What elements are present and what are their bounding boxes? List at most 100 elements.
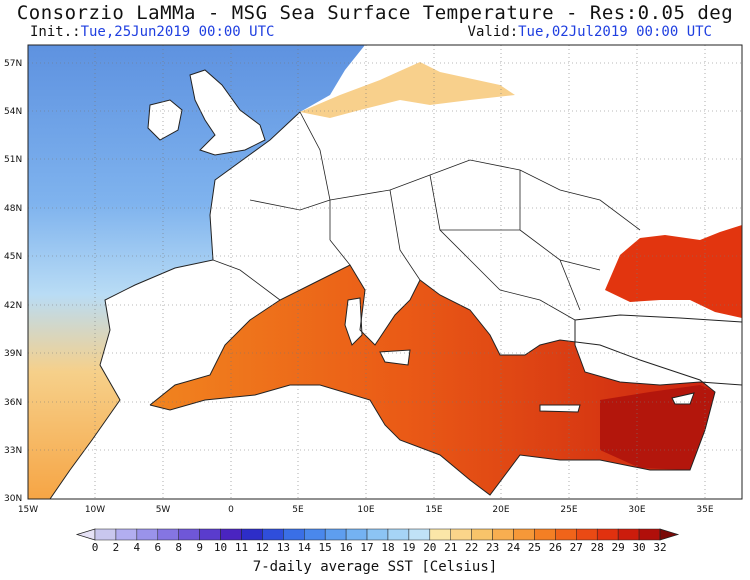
lon-tick: 10W — [85, 505, 105, 515]
colorbar-tick: 6 — [154, 541, 161, 554]
colorbar-swatch — [617, 528, 640, 541]
sicily — [379, 349, 411, 366]
colorbar-tick: 12 — [256, 541, 269, 554]
crete — [539, 404, 581, 413]
colorbar-tick: 10 — [214, 541, 227, 554]
colorbar-swatch — [345, 528, 368, 541]
lat-tick: 33N — [4, 446, 22, 456]
lon-tick: 35E — [696, 505, 713, 515]
colorbar-swatch — [366, 528, 389, 541]
colorbar-swatch — [471, 528, 493, 541]
atlantic-ocean — [28, 45, 365, 499]
colorbar: 0 2 4 6 8 9 10 11 12 13 14 15 16 17 18 19 20 21 22 23 24 25 26… — [75, 528, 680, 554]
lon-tick: 0 — [228, 505, 234, 515]
colorbar-swatch — [241, 528, 263, 541]
colorbar-swatch — [157, 528, 179, 541]
colorbar-tick: 0 — [92, 541, 99, 554]
colorbar-tick: 19 — [402, 541, 415, 554]
colorbar-tick: 24 — [507, 541, 521, 554]
lon-tick: 20E — [492, 505, 509, 515]
lon-tick: 10E — [357, 505, 374, 515]
colorbar-tick: 8 — [175, 541, 182, 554]
colorbar-tick: 17 — [360, 541, 373, 554]
colorbar-swatch — [450, 528, 472, 541]
colorbar-swatch — [115, 528, 138, 541]
lon-tick: 30E — [628, 505, 645, 515]
colorbar-swatch — [136, 528, 159, 541]
colorbar-tick: 25 — [528, 541, 541, 554]
sardinia-corsica — [344, 297, 363, 346]
lat-tick: 54N — [4, 107, 22, 117]
colorbar-swatch — [513, 528, 535, 541]
colorbar-swatch — [596, 528, 619, 541]
colorbar-swatch — [638, 528, 661, 541]
colorbar-swatch — [555, 528, 577, 541]
colorbar-swatch — [262, 528, 284, 541]
lat-tick: 36N — [4, 398, 22, 408]
black-sea — [605, 225, 742, 318]
colorbar-tick: 20 — [423, 541, 436, 554]
colorbar-label: 7-daily average SST [Celsius] — [252, 559, 498, 575]
colorbar-tick: 15 — [319, 541, 332, 554]
lat-tick: 57N — [4, 59, 22, 69]
colorbar-tick: 27 — [570, 541, 583, 554]
lon-tick: 25E — [560, 505, 577, 515]
colorbar-swatch — [429, 528, 451, 541]
latitude-labels: 57N 54N 51N 48N 45N 42N 39N 36N 33N 30N — [4, 59, 22, 504]
colorbar-swatch — [199, 528, 221, 541]
colorbar-tick: 9 — [196, 541, 203, 554]
map-title: Consorzio LaMMa - MSG Sea Surface Temper… — [16, 2, 734, 24]
north-sea — [300, 62, 515, 118]
colorbar-swatch — [178, 528, 200, 541]
colorbar-tick: 14 — [298, 541, 312, 554]
init-value: Tue,25Jun2019 00:00 UTC — [80, 24, 275, 40]
colorbar-high-arrow — [659, 528, 680, 541]
colorbar-swatch — [220, 528, 242, 541]
valid-time: Valid:Tue,02Jul2019 00:00 UTC — [468, 23, 712, 41]
lat-tick: 30N — [4, 494, 22, 504]
colorbar-swatch — [576, 528, 598, 541]
colorbar-tick: 4 — [134, 541, 141, 554]
mediterranean-sea — [150, 265, 715, 495]
colorbar-tick: 30 — [632, 541, 645, 554]
colorbar-tick: 29 — [612, 541, 625, 554]
colorbar-tick: 23 — [486, 541, 499, 554]
lon-tick: 15E — [425, 505, 442, 515]
valid-value: Tue,02Jul2019 00:00 UTC — [518, 24, 712, 40]
lat-tick: 51N — [4, 155, 22, 165]
colorbar-swatch — [534, 528, 556, 541]
colorbar-tick: 2 — [113, 541, 120, 554]
colorbar-tick: 22 — [465, 541, 478, 554]
ireland — [147, 99, 183, 141]
colorbar-swatch — [304, 528, 326, 541]
colorbar-tick: 18 — [381, 541, 394, 554]
map-frame — [27, 44, 743, 500]
colorbar-swatch — [492, 528, 514, 541]
colorbar-tick: 21 — [444, 541, 457, 554]
cyprus — [671, 392, 695, 405]
great-britain — [189, 69, 266, 156]
colorbar-swatch — [387, 528, 410, 541]
colorbar-swatch — [324, 528, 347, 541]
valid-label: Valid: — [467, 24, 519, 40]
colorbar-tick: 28 — [591, 541, 604, 554]
init-label: Init.: — [30, 24, 81, 40]
colorbar-tick: 26 — [549, 541, 562, 554]
colorbar-tick: 32 — [653, 541, 666, 554]
lon-tick: 5E — [292, 505, 304, 515]
init-time: Init.:Tue,25Jun2019 00:00 UTC — [30, 23, 274, 41]
colorbar-swatch — [408, 528, 431, 541]
lat-tick: 39N — [4, 349, 22, 359]
colorbar-tick: 16 — [339, 541, 352, 554]
lat-tick: 48N — [4, 204, 22, 214]
colorbar-tick: 13 — [277, 541, 290, 554]
colorbar-swatch — [283, 528, 305, 541]
colorbar-low-arrow — [75, 528, 96, 541]
colorbar-swatch — [94, 528, 117, 541]
lat-tick: 45N — [4, 252, 22, 262]
levantine-basin — [600, 385, 715, 470]
graticule — [28, 45, 742, 499]
anatolia — [574, 314, 742, 386]
country-borders — [212, 111, 641, 321]
